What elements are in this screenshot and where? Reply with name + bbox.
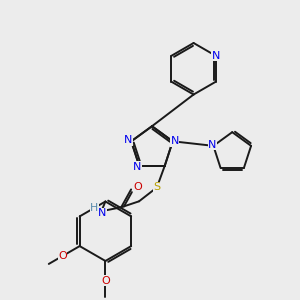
Text: N: N (170, 136, 179, 146)
Text: N: N (208, 140, 217, 150)
Text: O: O (101, 276, 110, 286)
Text: N: N (98, 208, 106, 218)
Text: O: O (58, 251, 67, 261)
Text: N: N (133, 162, 141, 172)
Text: N: N (124, 135, 133, 145)
Text: H: H (90, 203, 99, 213)
Text: N: N (212, 51, 220, 61)
Text: O: O (134, 182, 142, 192)
Text: S: S (153, 182, 161, 192)
